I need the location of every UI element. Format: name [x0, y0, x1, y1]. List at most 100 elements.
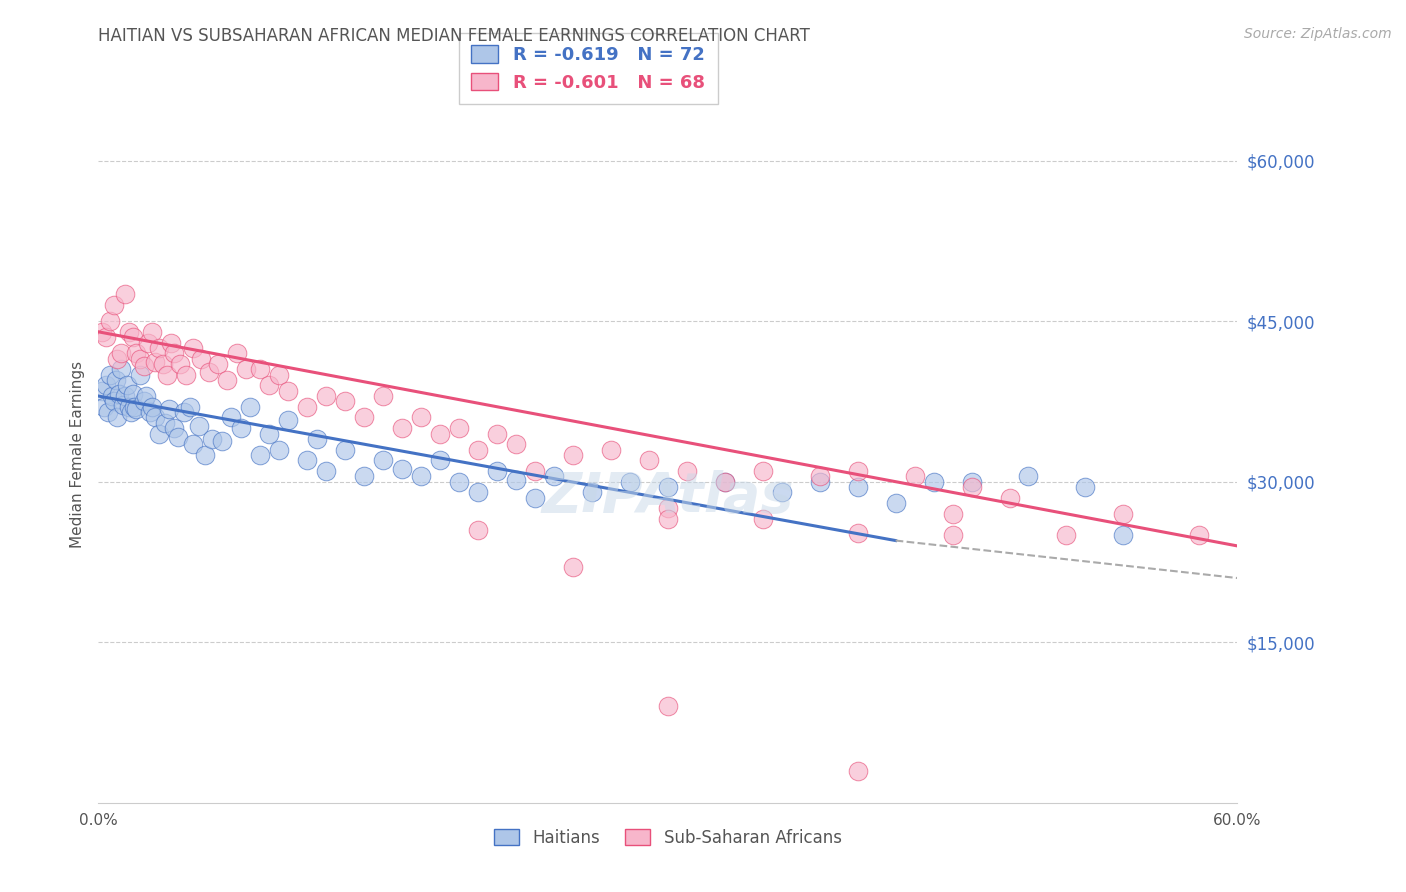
Point	[183, 341, 205, 355]
Point	[132, 394, 155, 409]
Point	[371, 453, 394, 467]
Point	[335, 442, 357, 457]
Text: HAITIAN VS SUBSAHARAN AFRICAN MEDIAN FEMALE EARNINGS CORRELATION CHART: HAITIAN VS SUBSAHARAN AFRICAN MEDIAN FEM…	[98, 27, 810, 45]
Point	[1074, 480, 1097, 494]
Point	[315, 464, 337, 478]
Point	[1018, 469, 1040, 483]
Point	[904, 469, 927, 483]
Point	[676, 464, 699, 478]
Point	[1056, 528, 1078, 542]
Point	[335, 394, 357, 409]
Point	[922, 475, 945, 489]
Point	[808, 475, 831, 489]
Y-axis label: Median Female Earnings: Median Female Earnings	[69, 361, 84, 549]
Point	[752, 464, 775, 478]
Point	[132, 359, 155, 373]
Point	[156, 368, 179, 382]
Point	[305, 432, 328, 446]
Point	[197, 366, 219, 380]
Point	[657, 512, 679, 526]
Point	[148, 426, 170, 441]
Point	[562, 560, 585, 574]
Point	[449, 475, 471, 489]
Point	[226, 346, 249, 360]
Point	[194, 448, 217, 462]
Point	[179, 400, 201, 414]
Point	[118, 400, 141, 414]
Point	[524, 464, 547, 478]
Point	[136, 335, 159, 350]
Point	[249, 362, 271, 376]
Point	[429, 426, 451, 441]
Point	[118, 325, 141, 339]
Point	[249, 448, 271, 462]
Point	[714, 475, 737, 489]
Point	[107, 410, 129, 425]
Point	[201, 432, 224, 446]
Point	[163, 421, 186, 435]
Point	[121, 330, 143, 344]
Point	[124, 400, 146, 414]
Point	[846, 526, 869, 541]
Point	[163, 346, 186, 360]
Point	[235, 362, 257, 376]
Point	[657, 480, 679, 494]
Point	[353, 410, 375, 425]
Point	[98, 314, 121, 328]
Point	[543, 469, 565, 483]
Point	[173, 405, 195, 419]
Point	[960, 475, 983, 489]
Point	[239, 400, 262, 414]
Point	[188, 419, 211, 434]
Point	[259, 378, 281, 392]
Point	[115, 378, 138, 392]
Point	[960, 480, 983, 494]
Point	[657, 501, 679, 516]
Point	[486, 464, 509, 478]
Point	[145, 355, 167, 369]
Point	[100, 389, 122, 403]
Point	[770, 485, 793, 500]
Point	[190, 351, 212, 366]
Point	[211, 434, 233, 448]
Point	[217, 373, 239, 387]
Point	[207, 357, 229, 371]
Point	[94, 378, 117, 392]
Point	[391, 462, 413, 476]
Point	[103, 298, 125, 312]
Point	[91, 325, 114, 339]
Point	[107, 351, 129, 366]
Point	[267, 442, 290, 457]
Point	[114, 389, 136, 403]
Point	[174, 368, 197, 382]
Point	[125, 401, 148, 416]
Point	[91, 384, 114, 398]
Point	[121, 387, 143, 401]
Point	[638, 453, 661, 467]
Point	[110, 362, 132, 376]
Point	[141, 400, 163, 414]
Point	[619, 475, 641, 489]
Point	[524, 491, 547, 505]
Point	[267, 368, 290, 382]
Point	[94, 330, 117, 344]
Point	[114, 287, 136, 301]
Point	[110, 346, 132, 360]
Point	[505, 437, 527, 451]
Point	[846, 764, 869, 778]
Point	[808, 469, 831, 483]
Point	[467, 442, 489, 457]
Point	[120, 405, 142, 419]
Point	[112, 398, 135, 412]
Point	[429, 453, 451, 467]
Point	[221, 410, 243, 425]
Point	[145, 410, 167, 425]
Point	[411, 410, 433, 425]
Point	[846, 464, 869, 478]
Point	[581, 485, 603, 500]
Point	[505, 473, 527, 487]
Point	[884, 496, 907, 510]
Point	[942, 507, 965, 521]
Point	[411, 469, 433, 483]
Point	[104, 373, 127, 387]
